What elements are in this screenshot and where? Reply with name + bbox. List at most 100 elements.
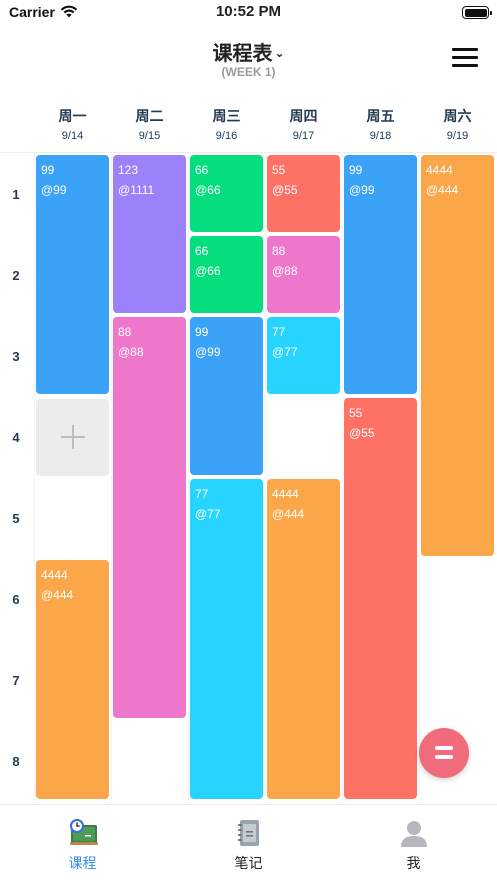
person-icon xyxy=(401,821,427,847)
course-room: @99 xyxy=(195,345,221,359)
course-name: 4444 xyxy=(41,568,68,582)
course-cell[interactable]: 99 @99 xyxy=(36,155,109,394)
week-subtitle: (WEEK 1) xyxy=(221,65,276,79)
course-name: 4444 xyxy=(272,487,299,501)
course-room: @444 xyxy=(426,183,459,197)
course-cell[interactable]: 88 @88 xyxy=(113,317,186,718)
course-cell[interactable]: 99 @99 xyxy=(190,317,263,475)
column-divider xyxy=(111,153,112,803)
course-name: 55 xyxy=(349,406,363,420)
period-label: 5 xyxy=(12,511,20,526)
course-name: 4444 xyxy=(426,163,453,177)
course-name: 88 xyxy=(118,325,132,339)
course-room: @77 xyxy=(195,507,221,521)
day-date: 9/15 xyxy=(138,130,161,142)
course-cell[interactable]: 4444 @444 xyxy=(267,479,340,799)
day-header: 周四 9/17 xyxy=(265,106,342,142)
course-cell[interactable]: 123 @1111 xyxy=(113,155,186,313)
course-cell[interactable]: 77 @77 xyxy=(267,317,340,394)
course-room: @444 xyxy=(41,588,74,602)
course-cell[interactable]: 88 @88 xyxy=(267,236,340,313)
period-label: 7 xyxy=(12,673,20,688)
course-room: @444 xyxy=(272,507,305,521)
tab-notes[interactable]: 笔记 xyxy=(166,805,331,883)
course-room: @55 xyxy=(272,183,298,197)
course-name: 99 xyxy=(41,163,55,177)
day-name: 周四 xyxy=(289,109,318,125)
day-name: 周三 xyxy=(212,109,241,125)
course-room: @88 xyxy=(272,264,298,278)
column-divider xyxy=(34,153,35,803)
period-label: 8 xyxy=(12,754,20,769)
chevron-down-icon: ⌄ xyxy=(274,46,285,60)
period-label: 4 xyxy=(12,430,20,445)
add-course-button[interactable] xyxy=(36,399,109,476)
wifi-icon xyxy=(60,5,78,18)
tab-me-label: 我 xyxy=(406,856,421,872)
day-date: 9/14 xyxy=(61,130,84,142)
notebook-icon xyxy=(238,820,259,846)
course-room: @1111 xyxy=(118,183,155,197)
status-bar: Carrier 10:52 PM xyxy=(0,0,497,26)
day-date: 9/17 xyxy=(292,130,315,142)
page-title[interactable]: 课程表 ⌄ xyxy=(0,37,497,66)
course-room: @55 xyxy=(349,426,375,440)
course-name: 55 xyxy=(272,163,286,177)
day-date: 9/19 xyxy=(446,130,469,142)
day-header: 周五 9/18 xyxy=(342,106,419,142)
period-label: 6 xyxy=(12,592,20,607)
schedule-board-icon xyxy=(70,819,98,845)
course-room: @66 xyxy=(195,183,221,197)
period-label: 2 xyxy=(12,268,20,283)
column-divider xyxy=(188,153,189,803)
page-title-text: 课程表 xyxy=(212,41,273,65)
course-room: @77 xyxy=(272,345,298,359)
day-header: 周六 9/19 xyxy=(419,106,496,142)
tab-bar: 课程 笔记 我 xyxy=(0,804,497,883)
period-label: 3 xyxy=(12,349,20,364)
course-cell[interactable]: 55 @55 xyxy=(267,155,340,232)
day-date: 9/16 xyxy=(215,130,238,142)
day-name: 周五 xyxy=(366,109,395,125)
course-cell[interactable]: 66 @66 xyxy=(190,155,263,232)
course-name: 88 xyxy=(272,244,286,258)
column-divider xyxy=(419,153,420,803)
course-room: @88 xyxy=(118,345,144,359)
course-name: 99 xyxy=(349,163,363,177)
day-name: 周二 xyxy=(135,109,164,125)
column-divider xyxy=(265,153,266,803)
course-name: 77 xyxy=(195,487,209,501)
course-cell[interactable]: 77 @77 xyxy=(190,479,263,799)
course-cell[interactable]: 4444 @444 xyxy=(36,560,109,799)
day-name: 周六 xyxy=(443,109,472,125)
battery-icon xyxy=(462,6,492,19)
tab-schedule-label: 课程 xyxy=(68,856,97,872)
course-name: 66 xyxy=(195,163,209,177)
day-date: 9/18 xyxy=(369,130,392,142)
course-cell[interactable]: 4444 @444 xyxy=(421,155,494,556)
menu-icon[interactable] xyxy=(452,48,480,68)
day-header: 周二 9/15 xyxy=(111,106,188,142)
day-header: 周三 9/16 xyxy=(188,106,265,142)
course-cell[interactable]: 55 @55 xyxy=(344,398,417,799)
course-room: @99 xyxy=(349,183,375,197)
course-room: @99 xyxy=(41,183,67,197)
status-time: 10:52 PM xyxy=(215,3,282,20)
day-header: 周一 9/14 xyxy=(34,106,111,142)
carrier-label: Carrier xyxy=(9,4,55,20)
tab-schedule[interactable]: 课程 xyxy=(0,805,165,883)
course-cell[interactable]: 66 @66 xyxy=(190,236,263,313)
course-name: 99 xyxy=(195,325,209,339)
course-name: 66 xyxy=(195,244,209,258)
day-name: 周一 xyxy=(58,109,87,125)
tab-notes-label: 笔记 xyxy=(234,856,263,872)
course-name: 77 xyxy=(272,325,286,339)
tab-me[interactable]: 我 xyxy=(331,805,496,883)
header-divider xyxy=(0,152,497,153)
floating-action-button[interactable] xyxy=(419,728,469,778)
column-divider xyxy=(342,153,343,803)
course-name: 123 xyxy=(118,163,139,177)
course-room: @66 xyxy=(195,264,221,278)
course-cell[interactable]: 99 @99 xyxy=(344,155,417,394)
period-label: 1 xyxy=(12,187,20,202)
